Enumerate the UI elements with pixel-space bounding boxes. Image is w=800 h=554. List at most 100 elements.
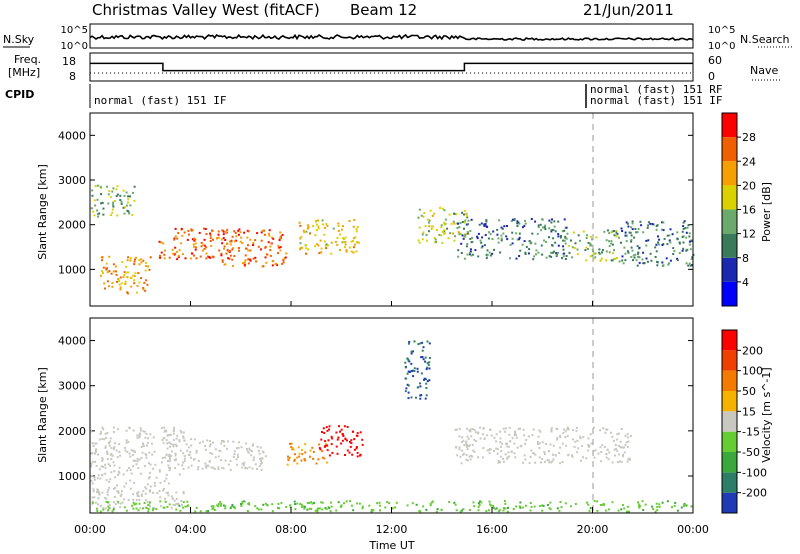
heatmap-cell (254, 256, 257, 259)
heatmap-cell (328, 425, 331, 428)
heatmap-cell (598, 248, 601, 251)
heatmap-cell (210, 466, 213, 469)
heatmap-cell (534, 453, 537, 456)
heatmap-cell (459, 510, 462, 513)
heatmap-cell (149, 490, 152, 493)
heatmap-cell (147, 504, 150, 507)
heatmap-cell (478, 223, 481, 226)
heatmap-cell (460, 462, 463, 465)
heatmap-cell (566, 426, 569, 429)
heatmap-cell (636, 231, 639, 234)
heatmap-cell (206, 255, 209, 258)
heatmap-cell (106, 271, 109, 274)
heatmap-cell (685, 236, 688, 239)
heatmap-cell (574, 503, 577, 505)
heatmap-cell (489, 428, 491, 431)
heatmap-cell (166, 460, 169, 462)
heatmap-cell (565, 226, 568, 229)
noise-right-tick-low: 10^0 (708, 41, 735, 52)
heatmap-cell (238, 441, 240, 444)
heatmap-cell (640, 224, 643, 227)
heatmap-cell (90, 475, 93, 478)
heatmap-cell (133, 503, 136, 506)
heatmap-cell (92, 210, 95, 213)
heatmap-cell (525, 504, 527, 507)
heatmap-cell (193, 438, 196, 441)
heatmap-cell (455, 509, 458, 512)
heatmap-cell (208, 445, 211, 448)
heatmap-cell (428, 219, 431, 222)
heatmap-cell (420, 372, 423, 375)
heatmap-cell (252, 257, 255, 260)
heatmap-cell (492, 504, 495, 507)
heatmap-cell (601, 251, 603, 254)
heatmap-cell (203, 227, 205, 230)
heatmap-cell (368, 504, 371, 507)
heatmap-cell (463, 227, 465, 230)
heatmap-cell (140, 446, 143, 448)
heatmap-cell (133, 199, 136, 202)
heatmap-cell (159, 256, 162, 259)
heatmap-cell (217, 230, 220, 233)
heatmap-cell (600, 460, 603, 463)
heatmap-cell (484, 234, 487, 236)
heatmap-cell (152, 436, 155, 439)
heatmap-cell (356, 434, 359, 437)
heatmap-cell (145, 432, 148, 435)
heatmap-cell (682, 227, 685, 230)
heatmap-cell (656, 509, 659, 512)
heatmap-cell (413, 367, 416, 370)
heatmap-cell (619, 446, 622, 449)
heatmap-cell (148, 268, 151, 271)
heatmap-cell (97, 215, 100, 218)
heatmap-cell (416, 386, 419, 389)
heatmap-cell (199, 255, 202, 258)
heatmap-cell (658, 505, 661, 508)
heatmap-cell (119, 194, 122, 197)
heatmap-cell (423, 377, 426, 380)
heatmap-cell (440, 508, 443, 511)
heatmap-cell (340, 228, 343, 231)
heatmap-cell (633, 236, 636, 239)
heatmap-cell (462, 237, 465, 240)
heatmap-cell (592, 426, 595, 429)
heatmap-cell (646, 226, 649, 229)
heatmap-cell (306, 227, 309, 230)
heatmap-cell (459, 455, 462, 458)
heatmap-cell (113, 464, 116, 467)
heatmap-cell (636, 245, 639, 248)
heatmap-cell (136, 494, 139, 497)
heatmap-cell (518, 236, 521, 239)
heatmap-cell (668, 239, 671, 242)
heatmap-cell (420, 394, 423, 397)
heatmap-cell (112, 448, 115, 451)
heatmap-cell (355, 250, 358, 253)
heatmap-cell (298, 455, 301, 458)
heatmap-cell (227, 463, 230, 466)
heatmap-cell (168, 503, 171, 506)
heatmap-cell (323, 445, 326, 448)
heatmap-cell (219, 504, 222, 507)
heatmap-cell (605, 428, 608, 431)
heatmap-cell (557, 251, 559, 254)
heatmap-cell (136, 436, 139, 439)
heatmap-cell (467, 232, 470, 235)
heatmap-cell (119, 454, 122, 457)
heatmap-cell (662, 229, 665, 232)
heatmap-cell (260, 231, 263, 234)
heatmap-cell (106, 450, 108, 453)
heatmap-cell (212, 507, 215, 510)
y-tick-label: 2000 (58, 219, 86, 232)
heatmap-cell (227, 257, 230, 260)
heatmap-cell (611, 243, 614, 246)
heatmap-cell (116, 500, 119, 503)
heatmap-cell (540, 229, 543, 232)
heatmap-cell (229, 507, 232, 510)
heatmap-cell (621, 259, 624, 262)
heatmap-cell (540, 461, 542, 464)
heatmap-cell (637, 252, 639, 255)
heatmap-cell (524, 253, 527, 255)
heatmap-cell (345, 500, 348, 503)
heatmap-cell (101, 256, 104, 259)
heatmap-cell (471, 455, 474, 458)
